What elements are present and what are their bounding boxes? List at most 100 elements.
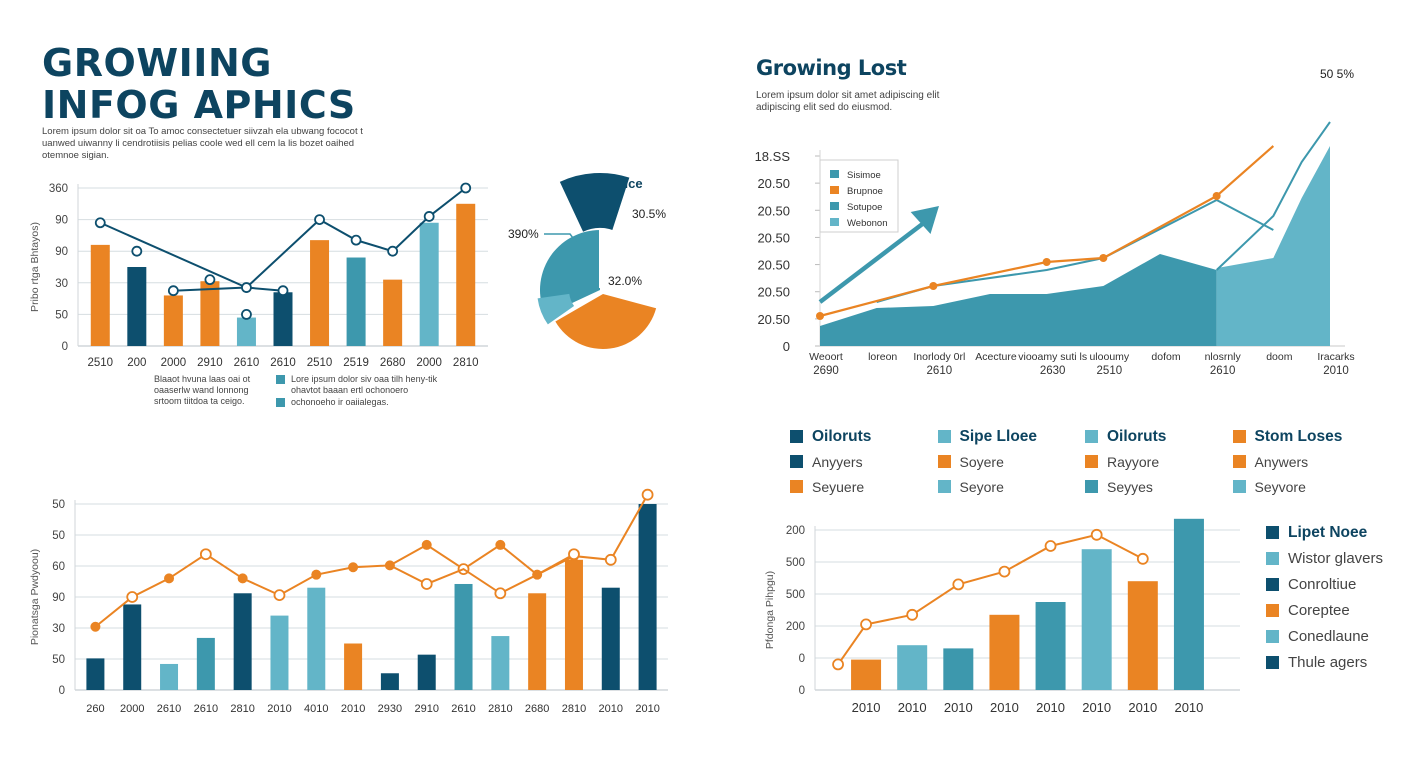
legend-swatch [830, 186, 839, 194]
legend-swatch [1085, 455, 1098, 468]
bar [163, 295, 183, 346]
note-swatch [276, 398, 285, 407]
note-swatch [276, 375, 285, 384]
pie-slice [555, 294, 657, 349]
legend-swatch [937, 455, 951, 468]
line-point [199, 548, 212, 561]
legend-label: Coreptee [1288, 602, 1350, 619]
line-point [860, 618, 872, 631]
y-tick-label: 20.50 [757, 203, 790, 218]
bar [417, 654, 436, 690]
page-title-line-2: INFOG APHICS [42, 83, 356, 127]
bar [273, 292, 293, 346]
bar [123, 604, 142, 690]
line-point [348, 562, 359, 573]
line-point [273, 589, 286, 602]
legend-label: Sisimoe [847, 170, 881, 181]
x-tick-label: 2930 [378, 703, 402, 715]
legend-swatch [1266, 578, 1279, 591]
bar [456, 203, 476, 346]
x-tick-label: 4010 [304, 703, 328, 715]
chart1-note-right: Lore ipsum dolor siv oaa tilh heny-tik o… [276, 374, 466, 408]
legend-label: Brupnoe [847, 186, 883, 197]
line-point [126, 591, 139, 603]
bar [196, 637, 215, 690]
y-tick-label: 0 [62, 341, 68, 353]
y-tick-label: 90 [55, 215, 68, 227]
y-tick-label: 0 [799, 685, 805, 697]
line-point [832, 658, 844, 671]
y-tick-label: 20.50 [757, 258, 790, 273]
x-tick-label: 2010 [1082, 700, 1111, 715]
chart1-note-left: Blaaot hvuna laas oai ot oaaserlw wand l… [154, 374, 251, 406]
bar [528, 593, 547, 690]
annotation-label: 50 5% [1320, 67, 1354, 81]
orange-line [837, 533, 1144, 665]
line-point [423, 211, 435, 222]
x-tick-label: 2810 [453, 357, 479, 369]
line-point [1044, 540, 1057, 552]
orange-line-b [389, 553, 575, 595]
legend-label: Soyere [959, 453, 1004, 470]
x-tick-label: 260 [86, 703, 104, 715]
y-tick-label: 500 [786, 557, 805, 569]
bar [1035, 602, 1066, 690]
x-tick-label: 2010 [990, 700, 1019, 715]
x-tick-label: 2000 [161, 357, 187, 369]
x-tick-label: 2810 [562, 703, 586, 715]
legend-label: Sipe Lloee [959, 427, 1038, 445]
line-point [495, 539, 506, 550]
legend-swatch [1085, 480, 1098, 493]
legend-item: Seyore [937, 478, 1086, 495]
x-tick-label: doom [1266, 351, 1293, 363]
legend-item: Stom Loses [1232, 428, 1381, 445]
x-tick-label: 2610 [234, 357, 260, 369]
area-series-light [1216, 146, 1330, 346]
y-tick-label: 200 [786, 525, 805, 537]
orange-line-point [1212, 192, 1221, 200]
legend-item: Conroltiue [1266, 576, 1383, 593]
legend-grid: Oiloruts Sipe Lloee Oiloruts Stom Loses Anyy… [790, 428, 1380, 495]
bar [307, 587, 326, 690]
line-point [421, 539, 432, 550]
x-tick-label: 2810 [230, 703, 254, 715]
legend-label: Oiloruts [1107, 427, 1167, 445]
bar [383, 279, 403, 346]
chart-area-growing: 0 20.50 20.50 20.50 20.50 20.50 20.50 18.SS Sisi… [755, 67, 1355, 377]
chart5-legend: Lipet Noee Wistor glavers Conroltiue Corept… [1266, 524, 1383, 671]
bar [601, 587, 620, 690]
line-point [241, 282, 252, 293]
legend-label: Wistor glavers [1288, 550, 1384, 567]
bar [638, 504, 657, 690]
x-tick-label: 2519 [343, 357, 369, 369]
legend-swatch [830, 218, 839, 226]
line-point [314, 214, 325, 225]
legend-swatch [1266, 630, 1279, 643]
line-point [167, 285, 179, 297]
y-axis-label: Pribo rtga Bhtayos) [29, 222, 41, 312]
line-point [1090, 528, 1103, 541]
bar [380, 673, 399, 690]
y-tick-label: 200 [786, 621, 805, 633]
orange-line-point [1042, 258, 1051, 266]
x-tick-label: Acecture [975, 351, 1017, 363]
line-point [998, 565, 1011, 578]
x-tick-label: 2010 [1128, 700, 1157, 715]
orange-line-a [94, 494, 649, 628]
legend-swatch [1266, 604, 1279, 617]
legend-label: Anyyers [812, 453, 863, 470]
x-tick-year: 2510 [1097, 365, 1123, 377]
y-tick-label: 20.50 [757, 312, 790, 327]
x-tick-label: 2680 [380, 357, 406, 369]
orange-line-series [819, 145, 1275, 318]
bar [897, 645, 928, 690]
legend-swatch [790, 455, 803, 468]
x-tick-label: 2000 [416, 357, 442, 369]
legend-label: Webonon [847, 218, 888, 229]
legend-swatch [1266, 656, 1279, 669]
x-tick-label: viooamy suti ls [1018, 351, 1087, 363]
bar [419, 222, 439, 346]
x-tick-label: 2000 [120, 703, 144, 715]
line-point [241, 308, 252, 320]
x-tick-year: 2610 [927, 365, 953, 377]
